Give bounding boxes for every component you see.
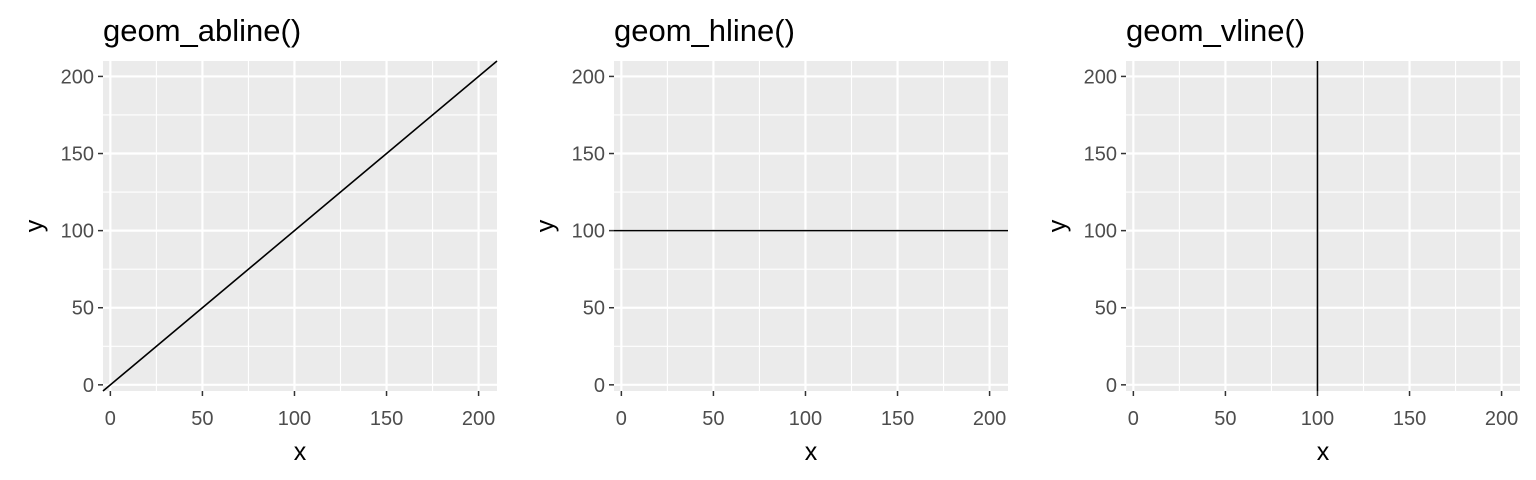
panel-title: geom_vline()	[1126, 13, 1305, 48]
y-tick-label: 50	[1095, 298, 1117, 320]
panel-title: geom_hline()	[614, 13, 795, 48]
y-axis-label: y	[532, 219, 560, 232]
x-tick-label: 100	[1301, 408, 1334, 430]
facet-panel-3: geom_vline() x y 0 50 100 150 200 0 50 100 150 20…	[1044, 13, 1520, 466]
y-tick-label: 0	[1106, 375, 1117, 397]
panel-title: geom_abline()	[103, 13, 301, 48]
y-axis-label: y	[21, 219, 49, 232]
facet-panel-1: geom_abline() x y 0 50 100 150 200 0 50 100 150 2…	[21, 13, 498, 466]
y-tick-label: 150	[61, 144, 94, 166]
x-tick-label: 50	[1214, 408, 1236, 430]
y-tick-label: 50	[72, 298, 94, 320]
x-axis-label: x	[1317, 438, 1330, 466]
facet-panel-2: geom_hline() x y 0 50 100 150 200 0 50 100 150 20…	[532, 13, 1008, 466]
x-tick-label: 150	[1393, 408, 1426, 430]
y-tick-label: 200	[61, 66, 94, 88]
x-tick-label: 100	[278, 408, 311, 430]
y-tick-label: 150	[572, 144, 605, 166]
x-tick-label: 200	[973, 408, 1006, 430]
y-axis-label: y	[1044, 219, 1072, 232]
y-tick-label: 100	[61, 221, 94, 243]
y-tick-label: 50	[583, 298, 605, 320]
x-tick-label: 50	[191, 408, 213, 430]
y-tick-label: 150	[1084, 144, 1117, 166]
x-tick-label: 100	[789, 408, 822, 430]
x-tick-label: 0	[616, 408, 627, 430]
x-tick-label: 200	[1485, 408, 1518, 430]
y-tick-label: 100	[1084, 221, 1117, 243]
x-tick-label: 150	[370, 408, 403, 430]
panel-background	[1126, 61, 1520, 391]
panel-background	[614, 61, 1008, 391]
y-tick-label: 0	[594, 375, 605, 397]
x-tick-label: 0	[105, 408, 116, 430]
y-tick-label: 0	[83, 375, 94, 397]
y-tick-label: 200	[572, 66, 605, 88]
x-axis-label: x	[294, 438, 307, 466]
x-tick-label: 150	[881, 408, 914, 430]
x-tick-label: 0	[1128, 408, 1139, 430]
y-tick-label: 200	[1084, 66, 1117, 88]
abline-line	[102, 60, 498, 392]
x-tick-label: 200	[462, 408, 495, 430]
x-tick-label: 50	[702, 408, 724, 430]
x-axis-label: x	[805, 438, 818, 466]
y-tick-label: 100	[572, 221, 605, 243]
